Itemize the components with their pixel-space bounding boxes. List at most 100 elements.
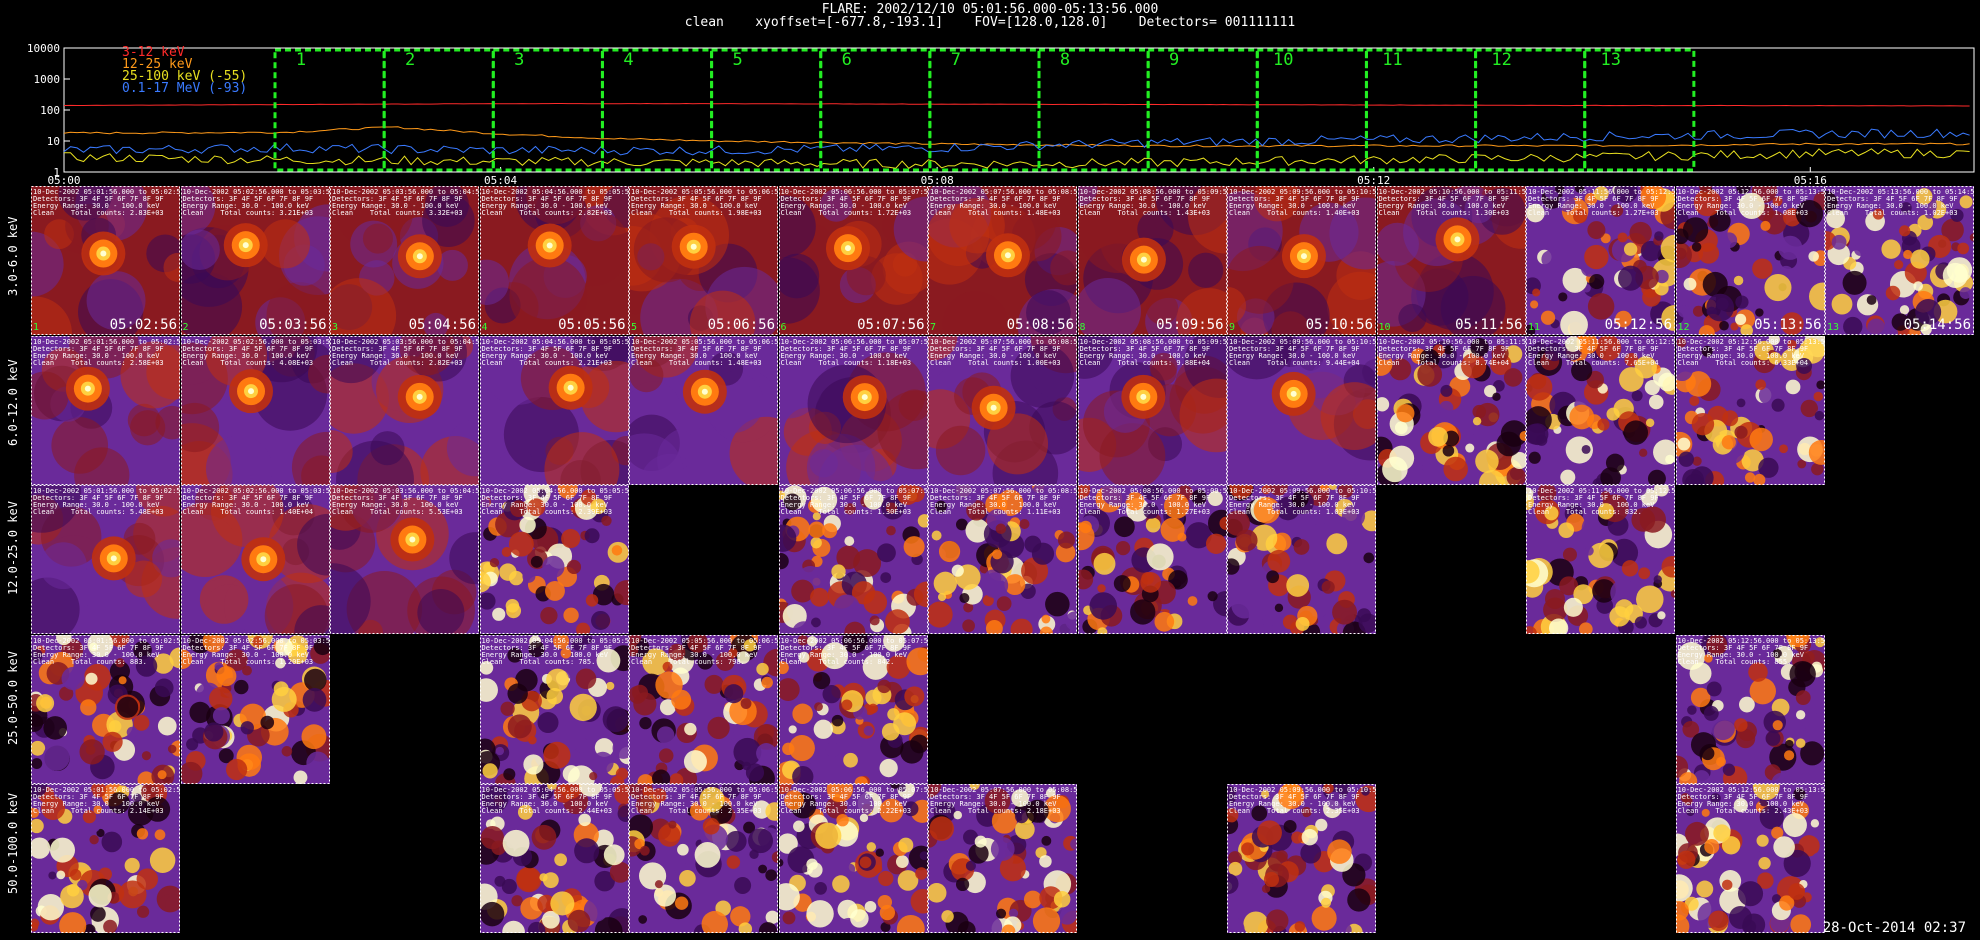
tile-time-range: 10-Dec-2002 05:10:56.000 to 05:11:54 bbox=[1378, 188, 1526, 196]
tile-total-counts: Clean Total counts: 883. bbox=[33, 657, 147, 666]
image-tile: 10-Dec-2002 05:04:56.000 to 05:05:54 Dete… bbox=[479, 186, 629, 335]
noise-speckle bbox=[1565, 435, 1593, 464]
tile-interval-number: 4 bbox=[481, 322, 488, 333]
image-tile: 10-Dec-2002 05:12:56.000 to 05:13:54 Dete… bbox=[1675, 335, 1825, 485]
tile-time-label: 05:02:56 bbox=[109, 317, 177, 333]
tile-frame bbox=[330, 186, 479, 335]
image-tile: 10-Dec-2002 05:03:56.000 to 05:04:54 Dete… bbox=[330, 485, 479, 634]
source-peak-center bbox=[546, 242, 553, 249]
tile-total-counts: Clean Total counts: 7.65E+04 bbox=[1528, 358, 1659, 367]
tile-frame bbox=[928, 784, 1077, 933]
noise-speckle bbox=[1562, 547, 1577, 562]
noise-speckle bbox=[118, 880, 147, 909]
noise-speckle bbox=[1519, 430, 1526, 441]
noise-speckle bbox=[59, 912, 87, 933]
noise-speckle bbox=[697, 653, 714, 670]
tile-frame bbox=[928, 485, 1077, 634]
tile-time-range: 10-Dec-2002 05:09:56.000 to 05:10:54.000 bbox=[1229, 786, 1376, 794]
noise-speckle bbox=[1783, 849, 1811, 878]
noise-speckle bbox=[562, 607, 579, 623]
noise-speckle bbox=[897, 784, 906, 792]
tile-energy-range: Energy Range: 30.0 - 100.0 keV bbox=[1677, 202, 1804, 210]
noise-speckle bbox=[1327, 839, 1352, 864]
tile-structure bbox=[300, 454, 330, 485]
tile-interval-number: 8 bbox=[1079, 322, 1086, 333]
noise-speckle bbox=[878, 758, 898, 777]
tile-energy-range: Energy Range: 30.0 - 100.0 keV bbox=[1229, 800, 1356, 808]
tile-detectors: Detectors: 3F 4F 5F 6F 7F 8F 9F bbox=[481, 793, 613, 801]
noise-speckle bbox=[251, 635, 264, 648]
noise-speckle bbox=[567, 909, 590, 933]
noise-speckle bbox=[1277, 784, 1305, 810]
noise-speckle bbox=[1478, 469, 1506, 485]
tile-structure bbox=[1464, 194, 1494, 224]
noise-speckle bbox=[1721, 409, 1738, 426]
noise-speckle bbox=[87, 634, 114, 657]
noise-speckle bbox=[202, 634, 225, 652]
tile-energy-range: Energy Range: 30.0 - 100.0 keV bbox=[780, 650, 907, 659]
tile-frame bbox=[479, 634, 629, 784]
noise-speckle bbox=[1209, 611, 1227, 634]
noise-speckle bbox=[481, 762, 498, 779]
tile-frame bbox=[31, 186, 180, 335]
tile-time-range: 10-Dec-2002 05:01:56.000 to 05:02:54 bbox=[33, 636, 180, 645]
tile-total-counts: Clean Total counts: 1.30E+03 bbox=[780, 508, 912, 516]
tile-time-range: 10-Dec-2002 05:09:56.000 to 05:10:54 bbox=[1229, 337, 1376, 346]
noise-speckle bbox=[519, 897, 543, 920]
noise-speckle bbox=[1763, 274, 1792, 302]
noise-speckle bbox=[809, 756, 818, 765]
noise-speckle bbox=[1491, 392, 1501, 401]
tile-structure bbox=[58, 186, 112, 221]
noise-speckle bbox=[1491, 344, 1509, 362]
noise-speckle bbox=[1421, 462, 1431, 472]
tile-detectors: Detectors: 3F 4F 5F 6F 7F 8F 9F bbox=[332, 344, 463, 353]
noise-speckle bbox=[879, 798, 903, 823]
tile-frame bbox=[1077, 335, 1227, 485]
tile-total-counts: Clean Total counts: 2.82E+03 bbox=[332, 358, 463, 367]
noise-speckle bbox=[1025, 799, 1049, 823]
noise-speckle bbox=[31, 818, 44, 834]
noise-speckle bbox=[1163, 493, 1189, 519]
noise-speckle bbox=[778, 490, 785, 500]
noise-speckle bbox=[169, 646, 180, 668]
noise-speckle bbox=[126, 726, 138, 738]
tile-structure bbox=[199, 575, 248, 624]
noise-speckle bbox=[1640, 186, 1667, 210]
noise-speckle bbox=[1008, 908, 1019, 918]
noise-speckle bbox=[31, 740, 46, 756]
tile-structure bbox=[1145, 292, 1178, 325]
source-peak-center bbox=[1139, 393, 1146, 400]
noise-speckle bbox=[1703, 705, 1719, 721]
tile-time-range: 10-Dec-2002 05:08:56.000 to 05:09:54 bbox=[1079, 487, 1227, 495]
noise-speckle bbox=[876, 543, 896, 563]
noise-speckle bbox=[1573, 584, 1594, 605]
noise-speckle bbox=[1941, 218, 1964, 242]
tile-interval-number: 7 bbox=[930, 322, 937, 333]
noise-speckle bbox=[1588, 542, 1614, 569]
tile-total-counts: Clean Total counts: 2.18E+03 bbox=[930, 807, 1061, 815]
noise-speckle bbox=[1808, 282, 1825, 311]
noise-speckle bbox=[49, 837, 76, 863]
noise-speckle bbox=[765, 802, 778, 821]
noise-speckle bbox=[825, 797, 847, 819]
noise-speckle bbox=[1691, 242, 1701, 252]
image-tile: 10-Dec-2002 05:09:56.000 to 05:10:54.000… bbox=[1227, 784, 1376, 933]
noise-speckle bbox=[1676, 200, 1687, 211]
noise-speckle bbox=[797, 634, 808, 646]
tile-energy-range: Energy Range: 30.0 - 100.0 keV bbox=[1229, 351, 1356, 360]
noise-speckle bbox=[1701, 345, 1713, 357]
image-tile: 10-Dec-2002 05:04:56.000 to 05:05:54 Dete… bbox=[479, 784, 629, 933]
noise-speckle bbox=[1768, 351, 1781, 365]
noise-speckle bbox=[71, 785, 94, 807]
noise-speckle bbox=[141, 750, 151, 760]
noise-speckle bbox=[1795, 709, 1805, 720]
tile-energy-range: Energy Range: 30.0 - 100.0 keV bbox=[332, 202, 459, 210]
tile-detectors: Detectors: 3F 4F 5F 6F 7F 8F 9F bbox=[332, 195, 463, 203]
tile-frame bbox=[180, 335, 330, 485]
noise-speckle bbox=[1438, 400, 1453, 415]
noise-speckle bbox=[730, 906, 751, 927]
interval-label: 1 bbox=[296, 50, 306, 70]
tile-detectors: Detectors: 3F 4F 5F 6F 7F 8F 9F bbox=[182, 643, 314, 652]
noise-speckle bbox=[1227, 510, 1250, 536]
tile-time-range: 10-Dec-2002 05:03:56.000 to 05:04:54 bbox=[332, 337, 479, 346]
